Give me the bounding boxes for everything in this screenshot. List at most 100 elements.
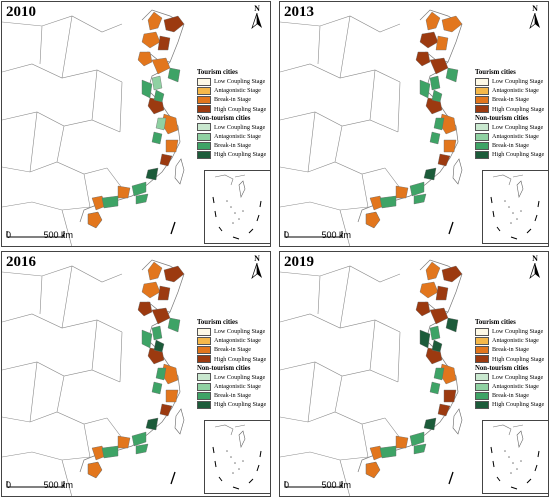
scale-bar <box>284 231 343 238</box>
legend-swatch <box>475 382 489 391</box>
legend-item: Break-in Stage <box>197 391 270 400</box>
scale-bar-labels: 0 500 km <box>284 480 351 490</box>
tourism-city-region <box>137 301 153 317</box>
north-arrow: N <box>528 5 542 31</box>
tourism-city-regions <box>91 261 185 461</box>
map-legend: Tourism cities Low Coupling Stage Antagon… <box>197 68 270 160</box>
legend-label: Low Coupling Stage <box>214 373 266 381</box>
nontourism-city-region <box>409 181 425 197</box>
scale-start-label: 0 <box>6 480 12 490</box>
nontourism-legend-list: Low Coupling Stage Antagonistic Stage Brea… <box>475 373 548 410</box>
tourism-city-region <box>163 265 185 283</box>
province-boundaries <box>2 265 123 496</box>
nontourism-city-region <box>429 325 441 341</box>
legend-label: High Coupling Stage <box>492 105 545 113</box>
scale-bar-labels: 0 500 km <box>6 480 73 490</box>
legend-label: Break-in Stage <box>214 96 251 104</box>
legend-item: Break-in Stage <box>475 141 548 150</box>
nontourism-city-region <box>413 193 427 205</box>
legend-item: Antagonistic Stage <box>197 86 270 95</box>
legend-label: High Coupling Stage <box>214 105 267 113</box>
legend-item: High Coupling Stage <box>197 105 270 114</box>
legend-label: Antagonistic Stage <box>492 133 539 141</box>
year-label: 2016 <box>6 254 36 270</box>
tourism-city-region <box>425 261 441 281</box>
nontourism-city-region <box>135 193 149 205</box>
legend-item: Low Coupling Stage <box>475 373 548 382</box>
maritime-boundary <box>170 221 176 235</box>
legend-swatch <box>475 400 489 409</box>
legend-label: High Coupling Stage <box>492 151 545 159</box>
legend-swatch <box>475 86 489 95</box>
legend-label: Break-in Stage <box>492 96 529 104</box>
south-china-sea-inset <box>204 420 270 494</box>
nontourism-city-region <box>413 443 427 455</box>
legend-item: High Coupling Stage <box>475 400 548 409</box>
nontourism-city-region <box>151 75 163 91</box>
nontourism-city-region <box>153 89 165 103</box>
nontourism-city-regions <box>379 317 459 459</box>
legend-label: Antagonistic Stage <box>214 87 261 95</box>
legend-swatch <box>475 150 489 159</box>
nontourism-city-region <box>141 329 153 349</box>
legend-item: Low Coupling Stage <box>197 77 270 86</box>
legend-label: Low Coupling Stage <box>214 328 266 336</box>
china-coast-map <box>2 259 185 496</box>
legend-item: Antagonistic Stage <box>475 382 548 391</box>
legend-item: High Coupling Stage <box>475 150 548 159</box>
map-legend: Tourism cities Low Coupling Stage Antagon… <box>475 318 548 410</box>
legend-label: Low Coupling Stage <box>492 328 544 336</box>
scale-end-label: 500 km <box>321 480 352 490</box>
taiwan-island <box>452 158 463 185</box>
nontourism-city-region <box>433 117 445 131</box>
nontourism-city-region <box>419 329 431 349</box>
nontourism-legend-title: Non-tourism cities <box>197 114 251 122</box>
legend-item: Low Coupling Stage <box>475 327 548 336</box>
legend-item: Break-in Stage <box>475 391 548 400</box>
legend-swatch <box>197 95 211 104</box>
province-boundaries <box>280 15 401 246</box>
nontourism-city-region <box>141 79 153 99</box>
nontourism-city-region <box>167 317 181 333</box>
nontourism-city-regions <box>101 317 181 459</box>
legend-item: High Coupling Stage <box>197 400 270 409</box>
scale-bar <box>284 481 343 488</box>
nontourism-city-region <box>151 131 163 145</box>
north-arrow: N <box>528 255 542 281</box>
north-arrow-icon <box>251 262 262 280</box>
tourism-legend-list: Low Coupling Stage Antagonistic Stage Brea… <box>197 327 270 364</box>
legend-item: Antagonistic Stage <box>475 86 548 95</box>
legend-swatch <box>475 327 489 336</box>
tourism-city-region <box>415 51 431 67</box>
legend-item: Low Coupling Stage <box>475 123 548 132</box>
legend-label: Break-in Stage <box>492 142 529 150</box>
legend-label: Break-in Stage <box>492 392 529 400</box>
legend-item: Antagonistic Stage <box>197 382 270 391</box>
scale-start-label: 0 <box>6 230 12 240</box>
nontourism-city-region <box>431 339 443 353</box>
legend-label: Antagonistic Stage <box>214 383 261 391</box>
scale-start-label: 0 <box>284 480 290 490</box>
legend-label: High Coupling Stage <box>214 151 267 159</box>
scale-end-label: 500 km <box>43 230 74 240</box>
tourism-legend-list: Low Coupling Stage Antagonistic Stage Brea… <box>475 327 548 364</box>
nontourism-city-region <box>379 445 397 459</box>
legend-item: High Coupling Stage <box>475 105 548 114</box>
north-arrow-icon <box>529 262 540 280</box>
south-china-sea-inset <box>482 420 548 494</box>
legend-item: Low Coupling Stage <box>475 77 548 86</box>
tourism-city-regions <box>369 261 463 461</box>
tourism-city-region <box>429 307 449 325</box>
legend-item: Antagonistic Stage <box>475 336 548 345</box>
legend-label: Break-in Stage <box>214 392 251 400</box>
legend-swatch <box>197 141 211 150</box>
tourism-legend-title: Tourism cities <box>197 69 238 76</box>
tourism-city-region <box>437 153 451 167</box>
china-coast-map <box>280 259 463 496</box>
legend-swatch <box>197 373 211 382</box>
tourism-city-region <box>437 403 451 417</box>
legend-label: High Coupling Stage <box>492 401 545 409</box>
tourism-city-region <box>429 57 449 75</box>
tourism-legend-list: Low Coupling Stage Antagonistic Stage Brea… <box>197 77 270 114</box>
map-panel-2013: 2013 N Tourism cities Low Coupling Stage… <box>279 1 549 247</box>
